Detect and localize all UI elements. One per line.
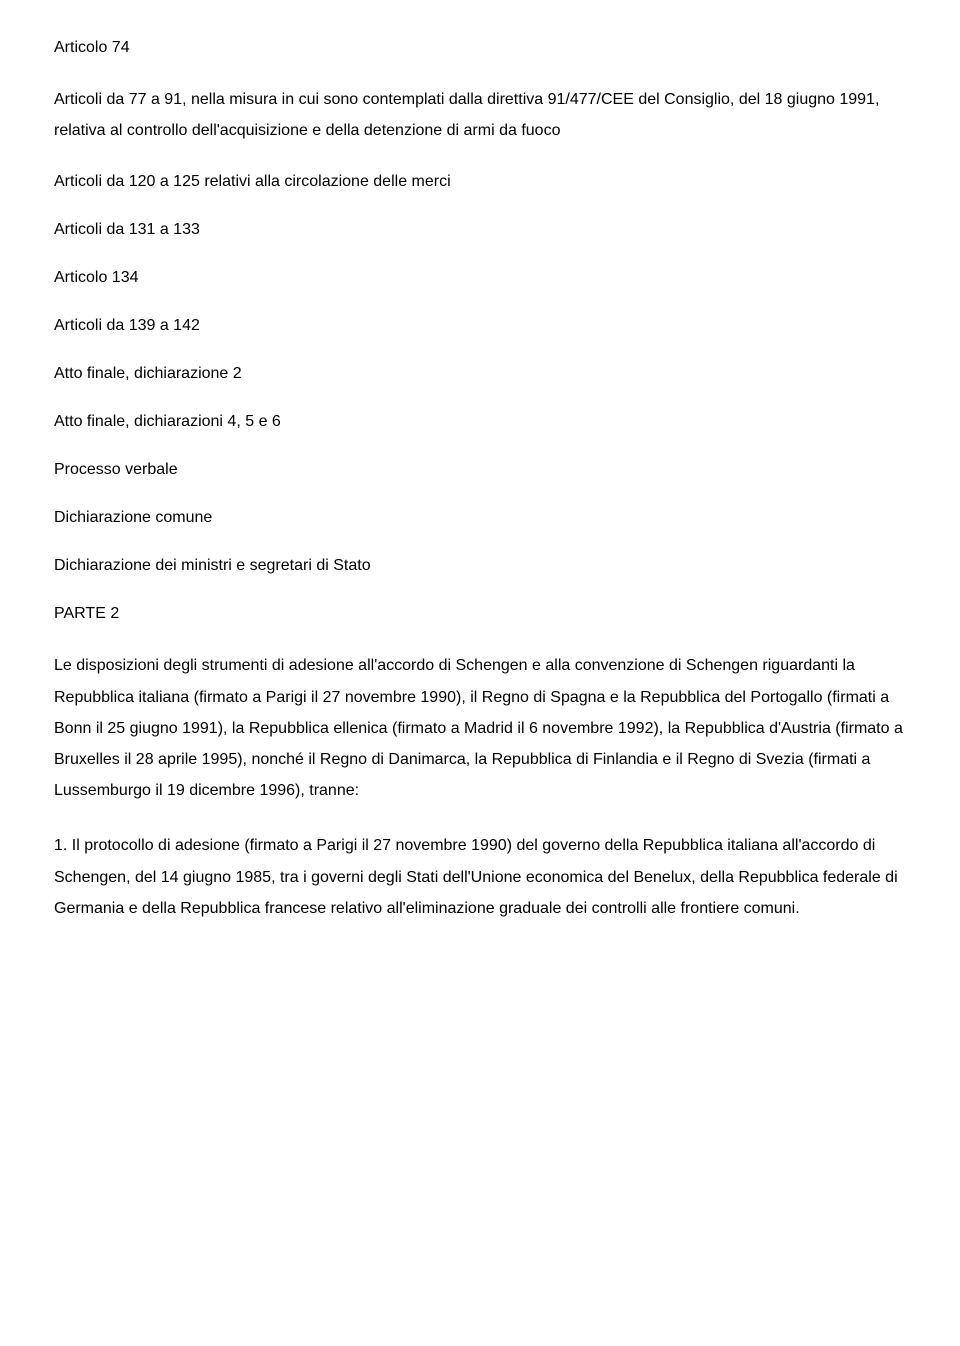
article-line: Atto finale, dichiarazioni 4, 5 e 6 (54, 410, 906, 434)
article-line: Processo verbale (54, 458, 906, 482)
body-paragraph: 1. Il protocollo di adesione (firmato a … (54, 830, 906, 924)
body-paragraph: Le disposizioni degli strumenti di adesi… (54, 650, 906, 806)
part-heading: PARTE 2 (54, 602, 906, 626)
article-line: Articoli da 131 a 133 (54, 218, 906, 242)
article-line: Atto finale, dichiarazione 2 (54, 362, 906, 386)
article-paragraph: Articoli da 77 a 91, nella misura in cui… (54, 84, 906, 146)
article-line: Articolo 134 (54, 266, 906, 290)
article-line: Articoli da 139 a 142 (54, 314, 906, 338)
article-line: Articoli da 120 a 125 relativi alla circ… (54, 170, 906, 194)
article-line: Articolo 74 (54, 36, 906, 60)
article-line: Dichiarazione dei ministri e segretari d… (54, 554, 906, 578)
article-line: Dichiarazione comune (54, 506, 906, 530)
